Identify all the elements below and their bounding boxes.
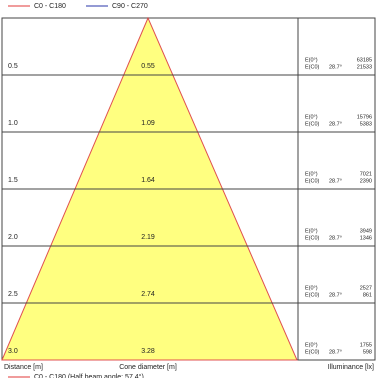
diameter: 2.19	[141, 234, 155, 241]
angle: 28.7°	[329, 178, 342, 184]
ec0-label: E(C0)	[305, 235, 320, 241]
distance: 0.5	[8, 63, 18, 70]
e0-label: E(0°)	[305, 171, 318, 177]
distance: 1.5	[8, 177, 18, 184]
diameter: 2.74	[141, 291, 155, 298]
e0-label: E(0°)	[305, 57, 318, 63]
angle: 28.7°	[329, 121, 342, 127]
e0-label: E(0°)	[305, 342, 318, 348]
diameter: 0.55	[141, 63, 155, 70]
distance: 1.0	[8, 120, 18, 127]
e0-value: 7021	[360, 171, 372, 177]
e0-value: 63185	[357, 57, 372, 63]
e0-label: E(0°)	[305, 114, 318, 120]
footer-legend: C0 - C180 (Half beam angle: 57.4°)	[34, 373, 144, 378]
diameter: 1.64	[141, 177, 155, 184]
angle: 28.7°	[329, 292, 342, 298]
ec0-label: E(C0)	[305, 64, 320, 70]
distance: 3.0	[8, 348, 18, 355]
ec0-value: 21533	[357, 64, 372, 70]
diameter-axis-label: Cone diameter [m]	[119, 364, 177, 371]
legend-label: C0 - C180	[34, 3, 66, 10]
ec0-label: E(C0)	[305, 292, 320, 298]
angle: 28.7°	[329, 64, 342, 70]
diameter: 3.28	[141, 348, 155, 355]
legend-label: C90 - C270	[112, 3, 148, 10]
ec0-value: 5383	[360, 121, 372, 127]
ec0-value: 861	[363, 292, 372, 298]
distance-axis-label: Distance [m]	[4, 364, 43, 371]
e0-label: E(0°)	[305, 285, 318, 291]
distance: 2.5	[8, 291, 18, 298]
e0-value: 15796	[357, 114, 372, 120]
angle: 28.7°	[329, 349, 342, 355]
illuminance-label: Illuminance [lx]	[328, 364, 374, 371]
ec0-value: 2390	[360, 178, 372, 184]
ec0-value: 598	[363, 349, 372, 355]
ec0-label: E(C0)	[305, 121, 320, 127]
e0-value: 1755	[360, 342, 372, 348]
diameter: 1.09	[141, 120, 155, 127]
e0-value: 2527	[360, 285, 372, 291]
e0-label: E(0°)	[305, 228, 318, 234]
distance: 2.0	[8, 234, 18, 241]
angle: 28.7°	[329, 235, 342, 241]
e0-value: 3949	[360, 228, 372, 234]
ec0-label: E(C0)	[305, 349, 320, 355]
ec0-label: E(C0)	[305, 178, 320, 184]
ec0-value: 1346	[360, 235, 372, 241]
